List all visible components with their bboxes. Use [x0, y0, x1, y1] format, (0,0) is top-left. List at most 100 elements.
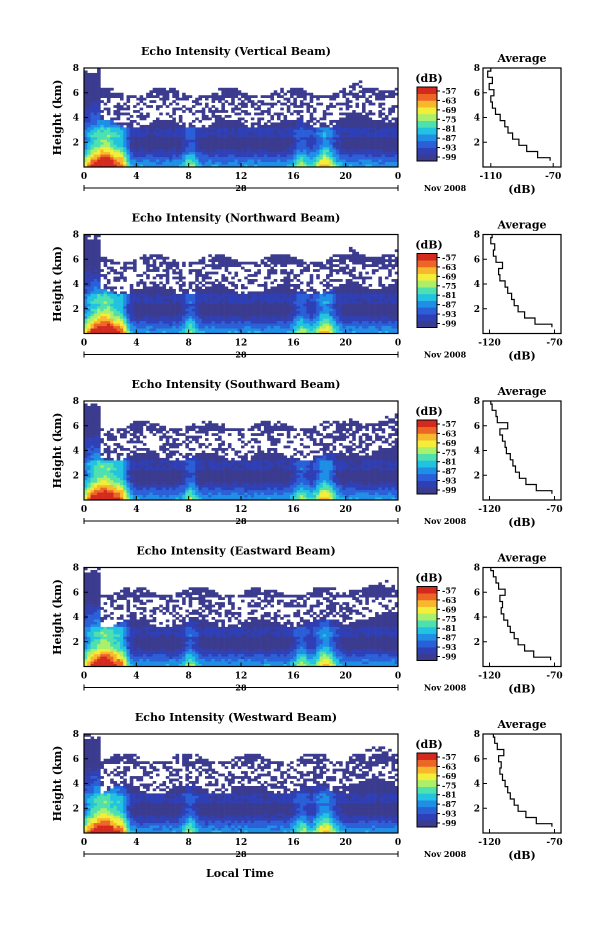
heatmap-cell	[198, 97, 203, 101]
heatmap-cell	[169, 115, 173, 118]
colorbar-frame	[416, 86, 438, 162]
heatmap-cell	[178, 154, 183, 158]
heatmap-cell	[306, 92, 310, 96]
heatmap-cell	[270, 95, 275, 98]
heatmap-cell	[195, 110, 199, 113]
heatmap-cell	[309, 318, 314, 322]
heatmap-cell	[185, 137, 189, 141]
heatmap-cell	[303, 308, 307, 312]
heatmap-cell	[159, 152, 163, 155]
heatmap-cell	[214, 152, 219, 155]
heatmap-cell	[205, 152, 209, 155]
heatmap-cell	[263, 298, 268, 302]
heatmap-cell	[368, 164, 373, 168]
heatmap-cell	[303, 296, 307, 300]
heatmap-cell	[322, 129, 327, 133]
heatmap-cell	[276, 159, 281, 163]
heatmap-cell	[97, 137, 101, 141]
heatmap-cell	[172, 293, 176, 297]
heatmap-cell	[381, 296, 386, 300]
heatmap-cell	[326, 306, 330, 310]
heatmap-cell	[384, 162, 389, 165]
average-y-tick-label: 4	[474, 280, 480, 290]
heatmap-cell	[296, 286, 301, 290]
heatmap-cell	[362, 264, 366, 267]
heatmap-cell	[335, 164, 340, 168]
heatmap-cell	[103, 92, 108, 96]
heatmap-cell	[244, 318, 248, 322]
heatmap-cell	[159, 326, 163, 329]
heatmap-cell	[201, 162, 206, 165]
heatmap-cell	[270, 308, 275, 312]
heatmap-cell	[87, 249, 91, 253]
heatmap-cell	[90, 251, 95, 255]
heatmap-cell	[237, 107, 242, 111]
heatmap-cell	[352, 261, 356, 265]
heatmap-cell	[90, 90, 95, 94]
heatmap-cell	[165, 119, 170, 123]
heatmap-cell	[250, 157, 255, 160]
heatmap-cell	[348, 154, 353, 158]
heatmap-cell	[270, 286, 275, 290]
heatmap-cell	[335, 331, 340, 334]
heatmap-cell	[276, 288, 281, 292]
heatmap-cell	[319, 318, 324, 322]
heatmap-cell	[188, 303, 193, 307]
heatmap-cell	[355, 326, 360, 329]
heatmap-cell	[221, 298, 225, 302]
heatmap-cell	[335, 144, 340, 148]
heatmap-cell	[152, 139, 157, 143]
heatmap-cell	[178, 132, 183, 136]
heatmap-cell	[162, 328, 167, 332]
heatmap-cell	[358, 85, 363, 89]
heatmap-cell	[211, 303, 216, 307]
heatmap-cell	[329, 301, 333, 305]
heatmap-cell	[155, 318, 160, 322]
heatmap-cell	[146, 256, 150, 260]
heatmap-cell	[348, 115, 353, 118]
heatmap-cell	[211, 259, 216, 263]
heatmap-cell	[309, 157, 314, 160]
heatmap-cell	[201, 301, 206, 305]
heatmap-cell	[103, 311, 108, 314]
heatmap-cell	[87, 296, 91, 300]
heatmap-cell	[391, 284, 396, 287]
heatmap-cell	[175, 129, 180, 133]
heatmap-cell	[306, 164, 310, 168]
heatmap-cell	[227, 264, 232, 267]
heatmap-cell	[244, 164, 248, 168]
heatmap-cell	[218, 266, 222, 270]
heatmap-cell	[254, 132, 258, 136]
heatmap-cell	[84, 95, 88, 98]
heatmap-cell	[290, 323, 294, 327]
heatmap-cell	[208, 271, 212, 275]
heatmap-cell	[332, 306, 337, 310]
heatmap-cell	[286, 274, 291, 277]
heatmap-cell	[100, 306, 104, 310]
heatmap-cell	[345, 124, 350, 128]
heatmap-cell	[335, 288, 340, 292]
heatmap-cell	[201, 331, 206, 334]
heatmap-cell	[375, 316, 379, 319]
heatmap-cell	[97, 264, 101, 267]
heatmap-cell	[273, 288, 278, 292]
heatmap-cell	[326, 147, 330, 150]
heatmap-cell	[211, 271, 216, 275]
heatmap-cell	[329, 326, 333, 329]
heatmap-cell	[247, 142, 252, 146]
heatmap-cell	[178, 311, 183, 314]
heatmap-cell	[201, 152, 206, 155]
heatmap-cell	[106, 147, 111, 150]
heatmap-cell	[106, 139, 111, 143]
heatmap-cell	[119, 276, 124, 280]
heatmap-cell	[378, 129, 382, 133]
heatmap-cell	[290, 288, 294, 292]
heatmap-cell	[201, 256, 206, 260]
heatmap-cell	[339, 154, 343, 158]
colorbar-segment	[417, 266, 437, 274]
heatmap-cell	[227, 87, 232, 91]
heatmap-cell	[332, 119, 337, 123]
heatmap-cell	[103, 127, 108, 131]
heatmap-cell	[152, 298, 157, 302]
heatmap-cell	[381, 162, 386, 165]
